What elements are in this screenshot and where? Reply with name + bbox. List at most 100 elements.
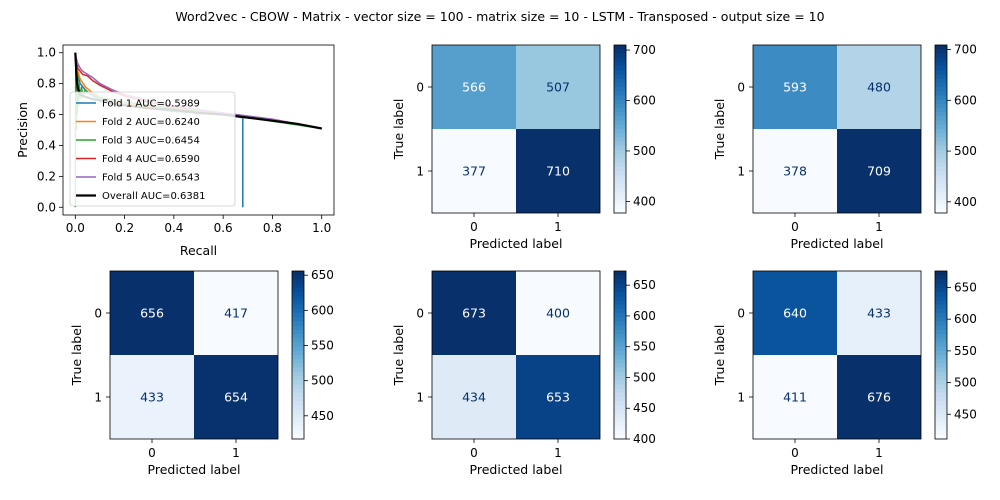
confusion-matrix-4: 673 400 434 653 0 1 0 1 Predicted label True labe…	[391, 270, 656, 477]
cell-value: 400	[546, 306, 570, 321]
y-tick-label: 0.2	[37, 169, 56, 183]
colorbar-segment	[614, 49, 626, 54]
colorbar-segment	[935, 346, 947, 352]
x-tick-label: 1	[554, 446, 562, 460]
colorbar-segment	[935, 418, 947, 423]
x-tick-label: 1	[232, 446, 240, 460]
colorbar-segment	[935, 133, 947, 138]
colorbar-segment	[935, 158, 947, 164]
colorbar-segment	[935, 49, 947, 54]
colorbar-segment	[614, 78, 626, 84]
colorbar-segment	[935, 120, 947, 126]
colorbar-segment	[935, 116, 947, 122]
colorbar-segment	[614, 296, 626, 301]
colorbar-segment	[292, 413, 304, 419]
colorbar-segment	[292, 342, 304, 348]
colorbar-segment	[935, 91, 947, 96]
colorbar-segment	[292, 401, 304, 406]
colorbar-segment	[614, 430, 626, 436]
x-axis-label: Predicted label	[470, 462, 563, 477]
colorbar-segment	[614, 204, 626, 210]
colorbar-segment	[614, 99, 626, 105]
cell-value: 654	[224, 390, 248, 405]
colorbar-tick-label: 700	[633, 43, 656, 57]
colorbar-segment	[935, 45, 947, 50]
y-tick-label: 0.4	[37, 138, 56, 152]
colorbar-segment	[292, 418, 304, 423]
colorbar-segment	[935, 388, 947, 394]
colorbar-segment	[292, 422, 304, 427]
colorbar-segment	[614, 376, 626, 381]
colorbar-segment	[614, 91, 626, 96]
colorbar-tick-label: 550	[633, 340, 656, 354]
colorbar-segment	[614, 124, 626, 130]
matrix-frame	[431, 270, 601, 440]
colorbar-segment	[614, 292, 626, 297]
matrix-cell	[110, 355, 194, 439]
x-tick-label: 1	[875, 446, 883, 460]
colorbar-segment	[614, 300, 626, 306]
colorbar-segment	[935, 355, 947, 360]
colorbar-segment	[935, 112, 947, 117]
matrix-cell	[837, 129, 921, 213]
colorbar-segment	[935, 61, 947, 67]
colorbar-segment	[614, 74, 626, 80]
matrix-cell	[837, 355, 921, 439]
colorbar-segment	[935, 367, 947, 373]
colorbar-segment	[614, 137, 626, 143]
matrix-cell	[194, 355, 278, 439]
colorbar-segment	[614, 405, 626, 411]
legend-box	[69, 91, 236, 207]
cell-value: 411	[783, 390, 807, 405]
matrix-frame	[109, 270, 279, 440]
colorbar-segment	[292, 296, 304, 301]
x-axis-label: Predicted label	[148, 462, 241, 477]
colorbar-segment	[292, 350, 304, 356]
cell-value: 507	[546, 80, 570, 95]
colorbar-tick-label: 650	[311, 268, 334, 282]
colorbar-segment	[614, 283, 626, 289]
colorbar-segment	[614, 388, 626, 394]
colorbar-segment	[614, 363, 626, 369]
colorbar-segment	[614, 426, 626, 432]
legend-label: Fold 2 AUC=0.6240	[102, 117, 200, 128]
colorbar-segment	[614, 338, 626, 343]
colorbar-segment	[614, 45, 626, 50]
colorbar-segment	[935, 183, 947, 189]
colorbar-tick-label: 600	[954, 93, 977, 107]
colorbar-frame	[613, 44, 627, 214]
legend: Fold 1 AUC=0.5989 Fold 2 AUC=0.6240 Fold 3…	[69, 91, 236, 207]
matrix-cell	[516, 355, 600, 439]
x-tick-label: 0.6	[214, 221, 233, 235]
confusion-matrix-1: 566 507 377 710 0 1 0 1 Predicted label True labe…	[391, 43, 656, 251]
colorbar-segment	[614, 367, 626, 373]
colorbar-segment	[935, 103, 947, 109]
colorbar-segment	[292, 426, 304, 432]
colorbar-segment	[614, 434, 626, 440]
colorbar-segment	[935, 70, 947, 75]
colorbar-frame	[934, 44, 948, 214]
y-tick-label: 0.0	[37, 200, 56, 214]
colorbar-tick-label: 500	[311, 374, 334, 388]
colorbar-segment	[292, 287, 304, 293]
colorbar-tick-label: 400	[633, 432, 656, 446]
colorbar-segment	[614, 208, 626, 214]
colorbar-segment	[292, 304, 304, 310]
colorbar-segment	[935, 371, 947, 377]
colorbar-segment	[614, 82, 626, 88]
x-tick-label: 0.4	[164, 221, 183, 235]
legend-label: Fold 4 AUC=0.6590	[102, 154, 200, 165]
colorbar-segment	[292, 363, 304, 369]
x-tick-label: 1	[875, 220, 883, 234]
colorbar-segment	[935, 334, 947, 339]
colorbar-segment	[614, 87, 626, 92]
colorbar-segment	[614, 317, 626, 322]
matrix-cell	[516, 129, 600, 213]
colorbar-segment	[292, 409, 304, 415]
colorbar-tick-label: 500	[954, 376, 977, 390]
colorbar-segment	[935, 283, 947, 289]
colorbar-segment	[292, 359, 304, 364]
colorbar-segment	[935, 376, 947, 381]
colorbar-segment	[935, 179, 947, 185]
